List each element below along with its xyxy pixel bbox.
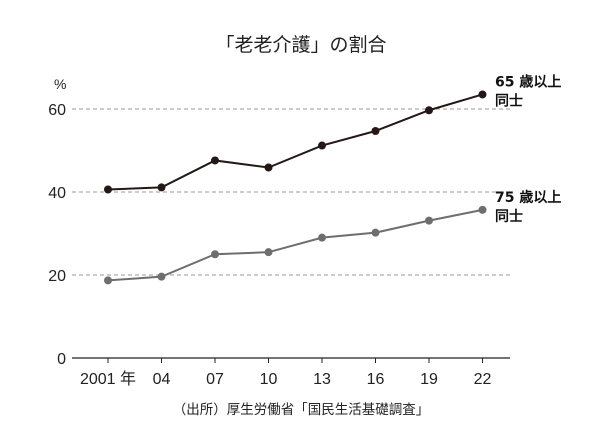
x-tick-label: 10: [260, 371, 278, 388]
series-line-2: [107, 208, 483, 282]
y-tick-label: 0: [57, 351, 66, 368]
data-point: [264, 163, 273, 172]
data-point: [478, 90, 487, 99]
data-point: [425, 106, 433, 115]
data-point: [211, 156, 219, 165]
x-tick-label: 2001 年: [80, 370, 136, 388]
data-point: [425, 216, 433, 225]
gridlines: [72, 108, 510, 276]
y-axis-unit: %: [54, 76, 66, 92]
y-tick-label: 60: [48, 102, 66, 119]
x-tick-label: 13: [313, 371, 331, 388]
x-tick-label: 07: [206, 371, 224, 388]
x-axis-ticks: 2001 年 04 07 10 13 16 19 22: [80, 358, 492, 388]
data-point: [371, 228, 380, 237]
chart-title: 「老老介護」の割合: [215, 34, 386, 56]
data-point: [318, 141, 326, 150]
data-point: [211, 250, 219, 259]
series: [104, 90, 487, 285]
series-label-line2: 同士: [495, 92, 523, 109]
series-line-1: [107, 93, 483, 191]
data-point: [157, 272, 166, 281]
y-axis-ticks: 0 20 40 60: [48, 102, 66, 368]
y-tick-label: 40: [48, 185, 66, 202]
data-point: [478, 205, 487, 214]
y-tick-label: 20: [48, 268, 66, 285]
data-point: [104, 185, 112, 194]
series-label-line1: 75 歳以上: [495, 189, 561, 206]
x-tick-label: 19: [420, 371, 438, 388]
data-point: [157, 183, 166, 192]
series-label-line1: 65 歳以上: [495, 73, 561, 90]
data-point: [318, 233, 326, 242]
series-label-line2: 同士: [495, 208, 523, 225]
data-point: [371, 126, 380, 135]
source-note: （出所）厚生労働省「国民生活基礎調査」: [173, 401, 430, 418]
x-tick-label: 16: [367, 371, 385, 388]
x-tick-label: 22: [474, 371, 492, 388]
x-tick-label: 04: [153, 371, 171, 388]
data-point: [264, 248, 273, 257]
data-point: [104, 276, 112, 285]
